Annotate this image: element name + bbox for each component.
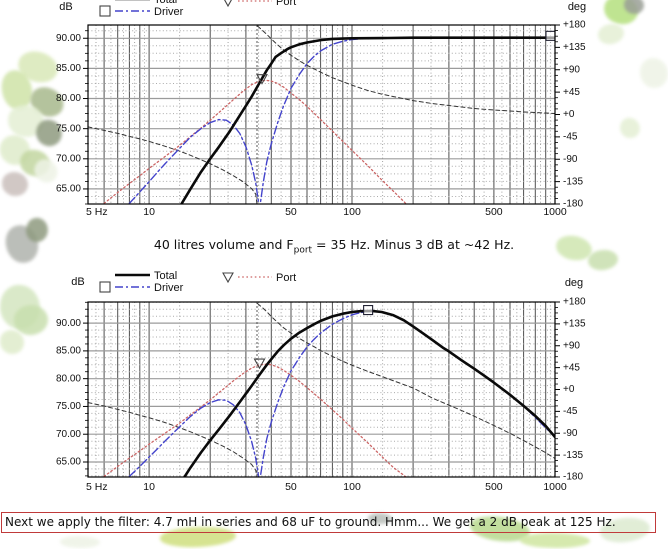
deg-tick-label: -45	[563, 132, 578, 143]
db-tick-label: 90.00	[56, 318, 81, 329]
deg-tick-label: +45	[563, 87, 580, 98]
freq-tick-label: 1000	[543, 206, 567, 218]
curves	[88, 303, 555, 477]
freq-tick-label: 5 Hz	[86, 481, 108, 493]
right-axis: +180 +135 +90 +45 +0 -45 -90 -135 -180	[555, 20, 586, 210]
port-triangle-marker	[253, 358, 266, 370]
driver-square-marker	[545, 30, 556, 41]
legend-label-port: Port	[276, 0, 296, 8]
deg-tick-label: +90	[563, 64, 580, 75]
deg-tick-label: -135	[563, 450, 583, 461]
driver-square-marker	[363, 305, 374, 316]
port-triangle-marker	[256, 74, 268, 85]
db-axis-title: dB	[59, 1, 72, 13]
freq-tick-label: 500	[485, 481, 503, 493]
top-chart: 90.00 85.00 80.00 75.00 70.00 65.00 +180 +135 +9…	[56, 0, 586, 218]
middle-caption-text: 40 litres volume and F	[153, 237, 294, 252]
texture-blob	[640, 58, 668, 88]
bottom-chart: 90.00 85.00 80.00 75.00 70.00 65.00 +180 +135 +9…	[56, 270, 586, 493]
freq-tick-label: 10	[143, 206, 155, 218]
texture-blob	[624, 0, 644, 14]
deg-tick-label: +45	[563, 362, 580, 373]
driver-curve	[128, 310, 555, 477]
legend-label-total: Total	[154, 270, 177, 282]
texture-blob	[368, 513, 392, 524]
freq-tick-label: 1000	[543, 481, 567, 493]
deg-axis-title: deg	[568, 1, 586, 13]
phase-curve	[257, 25, 555, 114]
deg-tick-label: -135	[563, 176, 583, 187]
phase-curve	[88, 402, 258, 477]
texture-blob	[60, 536, 100, 548]
port-curve	[103, 79, 408, 204]
freq-tick-label: 50	[285, 481, 297, 493]
texture-blob	[2, 172, 28, 196]
db-tick-label: 75.00	[56, 123, 81, 134]
freq-tick-label: 50	[285, 206, 297, 218]
db-tick-label: 90.00	[56, 33, 81, 44]
x-axis: 5 Hz 10 50 100 500 1000	[86, 481, 567, 493]
right-axis: +180 +135 +90 +45 +0 -45 -90 -135 -180	[555, 297, 586, 483]
grid	[87, 25, 556, 205]
legend-label-total: Total	[154, 0, 177, 6]
deg-tick-label: -90	[563, 428, 578, 439]
deg-tick-label: +135	[563, 319, 586, 330]
bottom-caption-text: Next we apply the filter: 4.7 mH in seri…	[5, 515, 616, 529]
freq-tick-label: 5 Hz	[86, 206, 108, 218]
texture-blob	[520, 533, 590, 548]
db-tick-label: 70.00	[56, 153, 81, 164]
db-tick-label: 85.00	[56, 63, 81, 74]
db-axis-title: dB	[71, 276, 84, 288]
total-curve	[180, 36, 555, 204]
db-tick-label: 85.00	[56, 346, 81, 357]
db-tick-label: 70.00	[56, 429, 81, 440]
texture-blob	[0, 330, 24, 354]
middle-caption-text-2: = 35 Hz. Minus 3 dB at ~42 Hz.	[312, 237, 515, 252]
middle-caption: 40 litres volume and Fport = 35 Hz. Minu…	[0, 237, 668, 256]
left-axis: 90.00 85.00 80.00 75.00 70.00 65.00	[56, 301, 88, 477]
deg-tick-label: +135	[563, 42, 586, 53]
freq-tick-label: 100	[343, 206, 361, 218]
deg-tick-label: +180	[563, 297, 586, 308]
freq-tick-label: 100	[343, 481, 361, 493]
middle-caption-subscript: port	[293, 245, 313, 256]
total-curve	[183, 309, 555, 477]
deg-tick-label: +0	[563, 384, 575, 395]
db-tick-label: 75.00	[56, 401, 81, 412]
freq-tick-label: 10	[143, 481, 155, 493]
phase-curve	[88, 126, 258, 204]
deg-tick-label: +90	[563, 340, 580, 351]
deg-tick-label: +180	[563, 20, 586, 31]
deg-tick-label: -90	[563, 154, 578, 165]
deg-tick-label: -180	[563, 472, 583, 483]
x-axis: 5 Hz 10 50 100 500 1000	[86, 206, 567, 218]
db-tick-label: 65.00	[56, 184, 81, 195]
legend-label-port: Port	[276, 272, 296, 284]
grid	[87, 301, 556, 477]
legend-label-driver: Driver	[154, 6, 184, 18]
plot-border	[87, 301, 556, 478]
deg-tick-label: +0	[563, 109, 575, 120]
db-tick-label: 65.00	[56, 457, 81, 468]
curves	[88, 25, 555, 204]
legend-label-driver: Driver	[154, 282, 184, 294]
deg-tick-label: -180	[563, 199, 583, 210]
left-axis: 90.00 85.00 80.00 75.00 70.00 65.00	[56, 30, 88, 205]
deg-axis-title: deg	[565, 277, 583, 289]
plot-border	[87, 24, 556, 205]
bottom-caption-box: Next we apply the filter: 4.7 mH in seri…	[1, 512, 656, 533]
freq-tick-label: 500	[485, 206, 503, 218]
db-tick-label: 80.00	[56, 373, 81, 384]
db-tick-label: 80.00	[56, 93, 81, 104]
deg-tick-label: -45	[563, 406, 578, 417]
